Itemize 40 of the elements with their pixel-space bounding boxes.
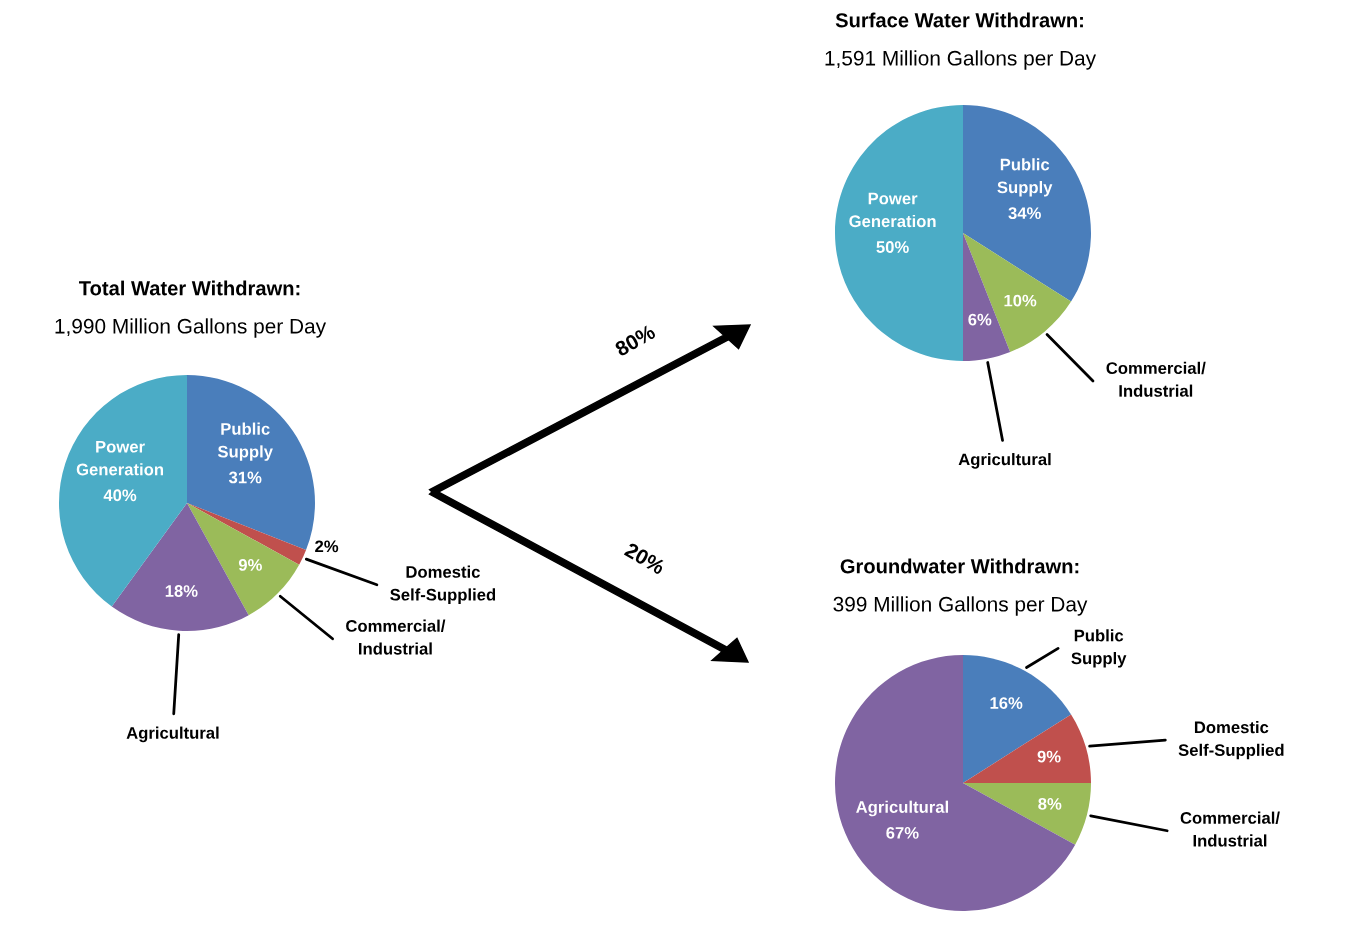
text: 80%	[613, 323, 657, 357]
slice-label: Power Generation	[76, 440, 164, 476]
data-label: 8%	[1038, 797, 1062, 810]
text: 20%	[623, 542, 667, 575]
pie-slice	[963, 783, 1091, 845]
pie-slice	[835, 105, 963, 361]
pie-slice	[187, 375, 315, 551]
chart-subtitle: 399 Million Gallons per Day	[833, 596, 1088, 616]
data-label: 18%	[165, 585, 198, 597]
pie-slice	[963, 714, 1091, 783]
slice-label: Agricultural	[958, 453, 1051, 469]
slice-label: Commercial/ Industrial	[346, 619, 446, 655]
data-label: 2%	[315, 540, 339, 553]
data-label: 10%	[1004, 294, 1037, 307]
slice-label: Domestic Self-Supplied	[1178, 720, 1284, 760]
chart-title: Surface Water Withdrawn:	[835, 12, 1083, 28]
slice-label: Public Supply	[1071, 629, 1127, 668]
chart-subtitle: 1,990 Million Gallons per Day	[55, 318, 327, 338]
slice-label: Agricultural	[126, 726, 219, 743]
data-label: 9%	[1037, 750, 1061, 763]
chart-title: Groundwater Withdrawn:	[840, 558, 1079, 574]
data-label: 6%	[968, 313, 992, 326]
slice-label: Domestic Self-Supplied	[390, 565, 496, 604]
data-label: 31%	[228, 471, 262, 484]
slice-label: Agricultural	[856, 800, 948, 817]
pie-slice	[963, 233, 1072, 353]
data-label: 34%	[1008, 207, 1041, 220]
data-label: 40%	[103, 489, 137, 502]
pie-slice	[963, 655, 1072, 783]
slice-label: Power Generation	[849, 192, 936, 228]
slice-label: Public Supply	[217, 422, 273, 461]
data-label: 9%	[238, 559, 262, 571]
slice-label: Public Supply	[997, 158, 1053, 197]
data-label: 67%	[886, 826, 919, 839]
slice-label: Commercial/ Industrial	[1180, 811, 1280, 847]
data-label: 16%	[990, 697, 1023, 709]
data-label: 50%	[876, 241, 909, 253]
chart-title: Total Water Withdrawn:	[79, 280, 300, 296]
slice-label: Commercial/ Industrial	[1106, 361, 1206, 397]
chart-subtitle: 1,591 Million Gallons per Day	[825, 50, 1097, 70]
